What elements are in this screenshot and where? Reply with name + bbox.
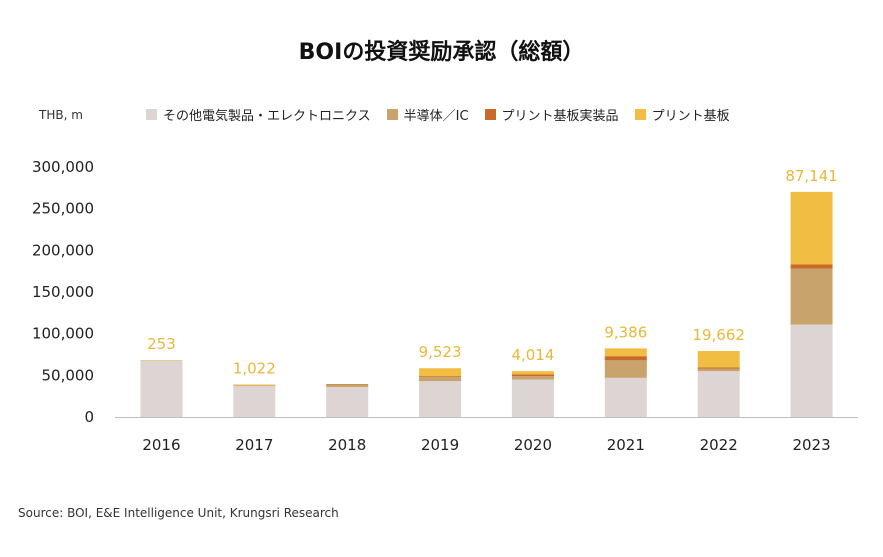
bar-segment-2021-s2	[604, 356, 647, 361]
data-label: 19,662	[692, 326, 745, 344]
y-tick-label: 250,000	[32, 200, 94, 218]
bars	[140, 191, 833, 417]
bar-segment-2019-s1	[419, 377, 462, 382]
legend-label: プリント基板	[651, 109, 730, 124]
legend-item-semiconductor: 半導体／IC	[386, 105, 469, 124]
x-tick-label: 2022	[700, 436, 738, 454]
bar-segment-2022-s1	[697, 368, 740, 372]
bar-segment-2021-s1	[604, 360, 647, 378]
source-note: Source: BOI, E&E Intelligence Unit, Krun…	[18, 506, 339, 520]
data-label: 87,141	[785, 167, 838, 185]
x-axis: 2016 2017 2018 2019 2020 2021 2022 2023	[142, 436, 830, 454]
y-axis-unit: THB, m	[39, 108, 83, 122]
x-tick-label: 2018	[328, 436, 366, 454]
bar-segment-2016-s0	[140, 360, 183, 417]
bar-segment-2022-s2	[697, 367, 740, 369]
legend-label: プリント基板実装品	[501, 109, 619, 124]
x-tick-label: 2020	[514, 436, 552, 454]
bar-segment-2019-s3	[419, 368, 462, 377]
bar-segment-2021-s3	[604, 348, 647, 357]
bar-segment-2020-s2	[511, 374, 554, 377]
legend-item-other-electronics: その他電気製品・エレクトロニクス	[146, 105, 371, 124]
bar-segment-2019-s2	[419, 376, 462, 377]
bar-segment-2017-s3	[233, 384, 276, 386]
bar-segment-2023-s3	[790, 191, 833, 265]
data-label: 253	[147, 335, 176, 353]
bar-segment-2018-s2	[326, 384, 369, 385]
bar-segment-2019-s0	[419, 381, 462, 417]
legend-item-pcb: プリント基板	[634, 105, 730, 124]
data-label: 4,014	[511, 346, 554, 364]
bar-segment-2018-s1	[326, 384, 369, 387]
bar-segment-2020-s0	[511, 379, 554, 417]
bar-segment-2020-s1	[511, 376, 554, 380]
bar-segment-2020-s3	[511, 371, 554, 375]
y-tick-label: 150,000	[32, 283, 94, 301]
bar-segment-2021-s0	[604, 377, 647, 417]
data-label: 1,022	[233, 359, 276, 377]
x-tick-label: 2021	[607, 436, 645, 454]
data-label: 9,523	[419, 343, 462, 361]
x-tick-label: 2023	[792, 436, 830, 454]
bar-segment-2022-s3	[697, 351, 740, 368]
legend-swatch	[386, 109, 398, 120]
bar-segment-2017-s0	[233, 386, 276, 417]
bar-segment-2023-s2	[790, 264, 833, 269]
data-labels: 253 1,022 9,523 4,014 9,386 19,662 87,141	[147, 167, 838, 378]
y-tick-label: 50,000	[42, 366, 95, 384]
legend-label: その他電気製品・エレクトロニクス	[163, 109, 371, 124]
chart-title: BOIの投資奨励承認（総額）	[298, 40, 585, 65]
x-tick-label: 2019	[421, 436, 459, 454]
data-label: 9,386	[604, 323, 647, 341]
y-tick-label: 0	[84, 408, 94, 426]
y-axis: 0 50,000 100,000 150,000 200,000 250,000 300,0…	[32, 158, 94, 426]
x-tick-label: 2017	[235, 436, 273, 454]
bar-segment-2023-s1	[790, 268, 833, 325]
y-tick-label: 200,000	[32, 241, 94, 259]
legend-swatch	[484, 109, 496, 120]
x-tick-label: 2016	[142, 436, 180, 454]
bar-segment-2022-s0	[697, 371, 740, 417]
legend-swatch	[146, 109, 157, 120]
bar-segment-2018-s0	[326, 387, 369, 417]
y-tick-label: 300,000	[32, 158, 94, 176]
legend-item-pcba: プリント基板実装品	[484, 105, 619, 124]
legend-label: 半導体／IC	[403, 109, 469, 124]
bar-segment-2016-s3	[140, 360, 183, 361]
bar-segment-2017-s1	[233, 385, 276, 387]
legend: その他電気製品・エレクトロニクス 半導体／IC プリント基板実装品 プリント基板	[146, 105, 746, 124]
bar-segment-2023-s0	[790, 324, 833, 417]
y-tick-label: 100,000	[32, 325, 94, 343]
legend-swatch	[634, 109, 646, 120]
